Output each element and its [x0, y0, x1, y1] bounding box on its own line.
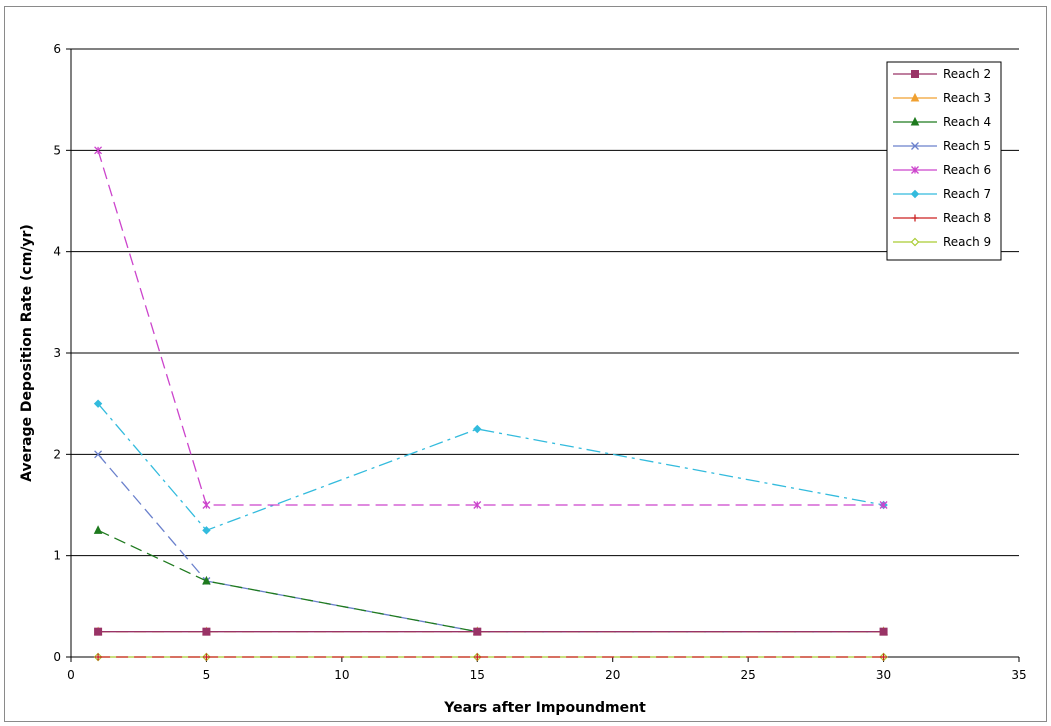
y-tick-label: 5 — [53, 143, 61, 157]
line-chart: 0 5 10 15 20 25 30 35 0 1 2 3 4 5 6 Years after Impou… — [19, 42, 1027, 716]
y-tick-label: 2 — [53, 447, 61, 461]
data-point — [202, 575, 211, 585]
legend-marker — [911, 166, 919, 174]
legend-label: Reach 6 — [943, 163, 991, 177]
x-tick-label: 0 — [67, 668, 75, 682]
legend-label: Reach 3 — [943, 91, 991, 105]
gridlines — [71, 48, 1019, 557]
data-point — [94, 146, 103, 155]
series-reach-7 — [93, 399, 888, 535]
x-tick-label: 20 — [605, 668, 620, 682]
data-point — [473, 424, 482, 434]
legend-item: Reach 2 — [893, 67, 991, 81]
y-tick-labels: 0 1 2 3 4 5 6 — [53, 42, 61, 664]
legend-label: Reach 4 — [943, 115, 991, 129]
legend-item: Reach 3 — [893, 91, 991, 105]
data-point — [879, 627, 888, 636]
x-tick-label: 25 — [741, 668, 756, 682]
data-point — [473, 653, 481, 661]
data-point — [93, 399, 103, 408]
legend-label: Reach 8 — [943, 211, 991, 225]
legend-label: Reach 7 — [943, 187, 991, 201]
data-point — [202, 653, 210, 661]
series-reach-2 — [94, 627, 888, 636]
legend-marker — [910, 116, 920, 126]
legend-marker — [910, 237, 920, 247]
data-point — [473, 627, 482, 636]
legend-item: Reach 9 — [893, 235, 991, 249]
legend-box — [886, 61, 1002, 261]
x-axis-title: Years after Impoundment — [443, 700, 646, 716]
series-line — [97, 529, 884, 633]
data-point — [202, 627, 211, 636]
legend-item: Reach 5 — [893, 139, 991, 153]
y-tick-label: 0 — [53, 650, 61, 664]
series-reach-6 — [94, 146, 888, 509]
data-point — [880, 653, 888, 661]
series-reach-8 — [94, 653, 888, 661]
legend-item: Reach 8 — [893, 211, 991, 225]
data-point — [202, 526, 211, 535]
data-point — [202, 501, 211, 509]
data-point — [93, 525, 103, 534]
y-tick-label: 1 — [53, 549, 61, 563]
series-layer — [93, 146, 888, 662]
y-tick-label: 3 — [53, 346, 61, 360]
chart-frame: 0 5 10 15 20 25 30 35 0 1 2 3 4 5 6 Years after Impou… — [4, 6, 1047, 722]
series-reach-4 — [93, 525, 888, 636]
y-tick-label: 4 — [53, 245, 61, 259]
x-tick-label: 10 — [334, 668, 349, 682]
legend-label: Reach 2 — [943, 67, 991, 81]
legend-item: Reach 6 — [893, 163, 991, 177]
legend-marker — [911, 214, 919, 222]
y-tick-label: 6 — [53, 42, 61, 56]
series-reach-5 — [94, 450, 888, 636]
series-line — [97, 150, 884, 506]
axes — [66, 48, 1020, 662]
legend-marker — [910, 189, 920, 199]
x-tick-label: 15 — [470, 668, 485, 682]
legend-label: Reach 9 — [943, 235, 991, 249]
data-point — [94, 653, 102, 661]
data-point — [94, 627, 103, 636]
legend-marker — [911, 142, 919, 150]
legend-marker — [911, 70, 919, 78]
legend-label: Reach 5 — [943, 139, 991, 153]
data-point — [473, 501, 482, 509]
x-tick-label: 5 — [203, 668, 211, 682]
legend-marker — [910, 92, 920, 102]
legend-item: Reach 7 — [893, 187, 991, 201]
legend: Reach 2 Reach 3 Reach 4 Reach 5 Reach 6 Reach… — [886, 61, 1002, 261]
series-line — [97, 453, 884, 633]
x-tick-label: 30 — [876, 668, 891, 682]
x-tick-labels: 0 5 10 15 20 25 30 35 — [67, 668, 1026, 682]
x-tick-label: 35 — [1011, 668, 1026, 682]
series-line — [97, 403, 884, 532]
data-point — [879, 501, 888, 509]
y-axis-title: Average Deposition Rate (cm/yr) — [19, 224, 35, 482]
legend-item: Reach 4 — [893, 115, 991, 129]
data-point — [94, 450, 103, 459]
